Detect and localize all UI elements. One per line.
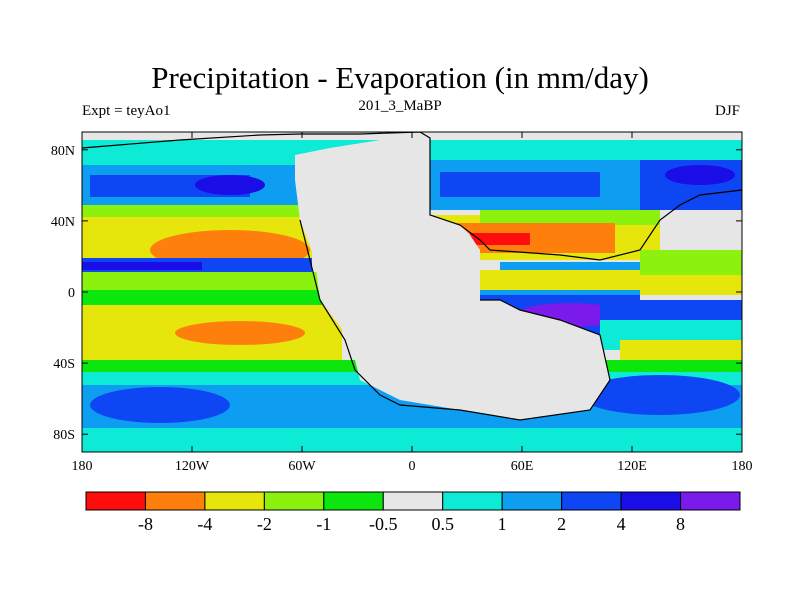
colorbar-label: 8 (676, 514, 685, 534)
y-tick-label: 80N (51, 144, 75, 159)
colorbar-swatch (144, 491, 206, 511)
field-itcz-core (82, 262, 202, 270)
field-east-subtropical-north-green (480, 210, 660, 225)
experiment-label: Expt = teyAo1 (82, 103, 171, 119)
colorbar-label: 4 (617, 514, 626, 534)
chart-title: Precipitation - Evaporation (in mm/day) (151, 60, 649, 95)
y-tick-label: 0 (68, 286, 75, 301)
field-north-atlantic-darkblue (440, 172, 600, 197)
y-tick-label: 80S (53, 428, 75, 443)
colorbar-swatch (85, 491, 146, 511)
colorbar-swatch (263, 491, 325, 511)
season-label: DJF (714, 103, 740, 119)
precip-field (82, 132, 742, 452)
colorbar-swatch (501, 491, 563, 511)
x-tick-label: 180 (732, 459, 753, 474)
time-label: 201_3_MaBP (358, 98, 442, 114)
x-tick-label: 60E (511, 459, 534, 474)
colorbar-label: 1 (498, 514, 507, 534)
colorbar-label: -4 (197, 514, 212, 534)
field-east-pacific-south-blue (600, 300, 742, 320)
field-supercontinent-land (295, 138, 610, 420)
field-north-pacific-core (195, 175, 265, 195)
colorbar-swatch (680, 491, 741, 511)
axis-ticks: 80N 40N 0 40S 80S 180 120W 60W 0 60E 120E 180 (51, 132, 753, 474)
colorbar-swatch (382, 491, 444, 511)
field-equatorial-green (82, 272, 322, 292)
continent-outline-south (299, 219, 611, 421)
colorbar-swatch (204, 491, 265, 511)
x-tick-label: 120W (175, 459, 210, 474)
colorbar-swatch (323, 491, 384, 511)
colorbar-label: 2 (557, 514, 566, 534)
field-east-blue-sliver (500, 262, 640, 272)
field-north-pacific-east-core (665, 165, 735, 185)
x-tick-label: 60W (288, 459, 316, 474)
y-tick-label: 40N (51, 215, 75, 230)
colorbar-swatch (561, 491, 622, 511)
field-east-pacific-south-yellow (620, 340, 742, 360)
continent-outline (82, 132, 742, 261)
colorbar-label: -2 (257, 514, 272, 534)
x-tick-label: 0 (409, 459, 416, 474)
field-east-subtropical-north-red (470, 233, 530, 245)
field-subtropical-south-orange (175, 321, 305, 345)
colorbar: -8 -4 -2 -1 -0.5 0.5 1 2 4 8 (85, 491, 741, 534)
colorbar-label: -0.5 (369, 514, 398, 534)
colorbar-swatch (442, 491, 503, 511)
field-subtropical-north-green (82, 205, 312, 217)
colorbar-label: 0.5 (431, 514, 454, 534)
colorbar-swatch (620, 491, 682, 511)
field-south-pacific-core (90, 387, 230, 423)
colorbar-label: -8 (138, 514, 153, 534)
y-tick-label: 40S (53, 357, 75, 372)
x-tick-label: 120E (617, 459, 647, 474)
field-east-equatorial-green (640, 250, 742, 275)
colorbar-label: -1 (316, 514, 331, 534)
x-tick-label: 180 (72, 459, 93, 474)
field-south-indian-core (580, 375, 740, 415)
